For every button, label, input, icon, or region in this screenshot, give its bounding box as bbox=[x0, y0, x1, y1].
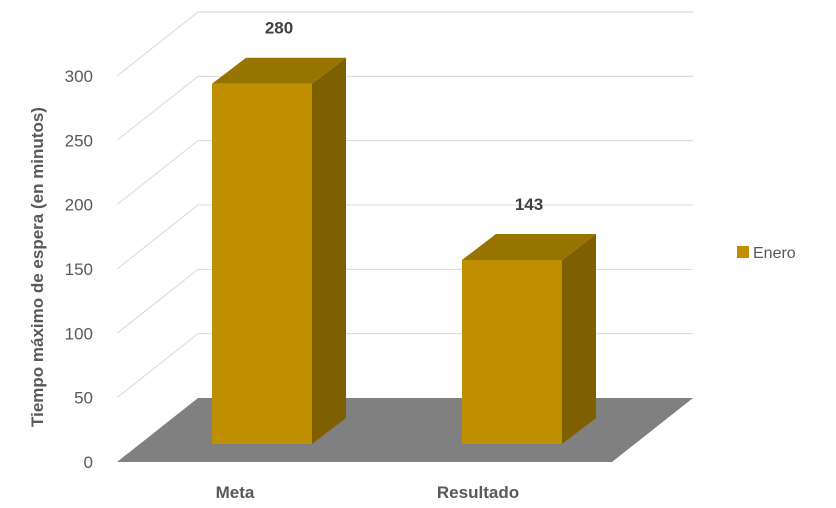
gridline-wall bbox=[116, 140, 199, 206]
gridlines bbox=[116, 11, 693, 399]
y-tick-label: 0 bbox=[84, 453, 93, 472]
bar-meta-front bbox=[212, 83, 312, 444]
y-axis-title: Tiempo máximo de espera (en minutos) bbox=[28, 107, 47, 427]
x-tick-label-meta: Meta bbox=[216, 483, 255, 502]
legend-swatch bbox=[737, 246, 749, 258]
legend-entry-enero: Enero bbox=[753, 245, 796, 262]
gridline-wall bbox=[116, 75, 199, 141]
bars bbox=[212, 57, 596, 444]
bar-meta-top bbox=[212, 57, 346, 84]
y-tick-label: 150 bbox=[65, 260, 93, 279]
data-labels: 280 143 bbox=[265, 19, 543, 214]
y-tick-label: 250 bbox=[65, 131, 93, 150]
bar-resultado-front bbox=[462, 260, 562, 444]
bar-resultado-top bbox=[462, 234, 596, 261]
legend: Enero bbox=[737, 245, 796, 262]
bar-meta-side bbox=[312, 57, 346, 444]
y-tick-labels: 0 50 100 150 200 250 300 bbox=[65, 67, 93, 472]
bar-resultado-side bbox=[562, 234, 596, 444]
x-tick-label-resultado: Resultado bbox=[437, 483, 519, 502]
data-label-resultado: 143 bbox=[515, 195, 543, 214]
y-tick-label: 100 bbox=[65, 324, 93, 343]
gridline-wall bbox=[116, 268, 199, 334]
x-tick-labels: Meta Resultado bbox=[216, 483, 519, 502]
y-tick-label: 200 bbox=[65, 196, 93, 215]
chart-floor bbox=[117, 398, 693, 462]
gridline-wall bbox=[116, 333, 199, 399]
y-tick-label: 300 bbox=[65, 67, 93, 86]
gridline-wall bbox=[116, 204, 199, 270]
gridline-wall bbox=[116, 11, 199, 77]
chart-floor-layer bbox=[117, 398, 693, 462]
y-tick-label: 50 bbox=[74, 389, 93, 408]
data-label-meta: 280 bbox=[265, 19, 293, 38]
